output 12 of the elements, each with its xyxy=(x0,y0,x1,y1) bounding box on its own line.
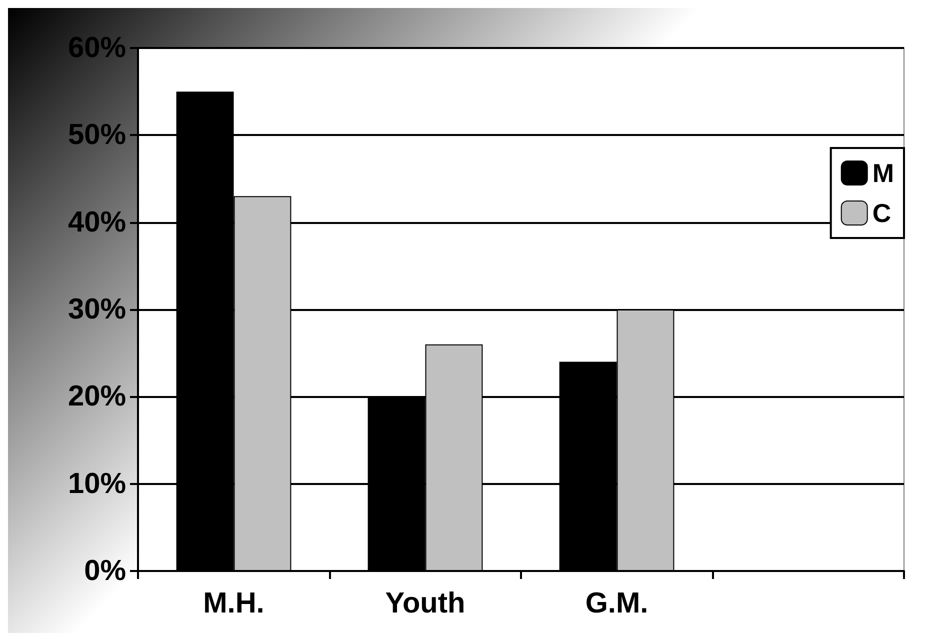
x-tick-label: G.M. xyxy=(585,588,648,620)
legend-label: M xyxy=(872,158,894,188)
y-tick-label: 20% xyxy=(68,380,126,413)
x-tick-label: M.H. xyxy=(203,588,264,620)
y-tick-label: 30% xyxy=(68,294,126,326)
legend-label: C xyxy=(872,198,892,228)
y-tick-label: 50% xyxy=(68,119,126,152)
x-tick-label: Youth xyxy=(385,588,466,620)
y-tick-label: 10% xyxy=(68,468,126,500)
y-tick-label: 0% xyxy=(84,555,126,587)
y-tick-label: 60% xyxy=(68,32,126,64)
y-tick-label: 40% xyxy=(68,206,126,238)
